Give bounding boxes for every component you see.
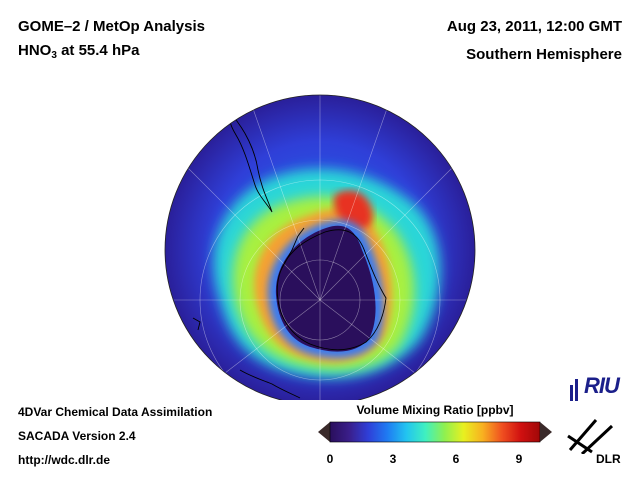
graticule bbox=[165, 95, 475, 400]
url-link[interactable]: http://wdc.dlr.de bbox=[18, 453, 110, 467]
colorbar-tick: 3 bbox=[389, 452, 397, 466]
map-title: GOME–2 / MetOp Analysis bbox=[18, 18, 205, 35]
version-label: SACADA Version 2.4 bbox=[18, 429, 136, 443]
antarctica-coastline bbox=[276, 229, 387, 351]
globe-outline bbox=[164, 94, 476, 400]
colorbar bbox=[318, 421, 552, 443]
south-america-coastline bbox=[229, 114, 273, 213]
australia-coastline bbox=[239, 369, 301, 399]
collar-max bbox=[333, 190, 373, 230]
assimilation-label: 4DVar Chemical Data Assimilation bbox=[18, 405, 213, 419]
datetime-label: Aug 23, 2011, 12:00 GMT bbox=[446, 18, 622, 35]
polar-vortex-core bbox=[275, 225, 376, 352]
riu-logo: RIU bbox=[584, 373, 620, 398]
colorbar-tick: 0 bbox=[326, 452, 334, 466]
new-zealand-coastline bbox=[192, 317, 201, 331]
species-label: HNO3 at 55.4 hPa bbox=[18, 42, 140, 61]
colorbar-tick: 9 bbox=[515, 452, 523, 466]
riu-logo-mark bbox=[570, 379, 578, 401]
polar-map bbox=[164, 94, 476, 400]
colorbar-left-arrow bbox=[318, 422, 330, 442]
colorbar-right-arrow bbox=[540, 422, 552, 442]
colorbar-gradient bbox=[329, 421, 541, 443]
antarctic-peninsula bbox=[281, 227, 305, 269]
colorbar-tick: 6 bbox=[452, 452, 460, 466]
dlr-logo-mark bbox=[567, 419, 614, 454]
region-label: Southern Hemisphere bbox=[466, 46, 622, 63]
dlr-logo: DLR bbox=[596, 452, 621, 466]
colorbar-title: Volume Mixing Ratio [ppbv] bbox=[356, 403, 514, 417]
